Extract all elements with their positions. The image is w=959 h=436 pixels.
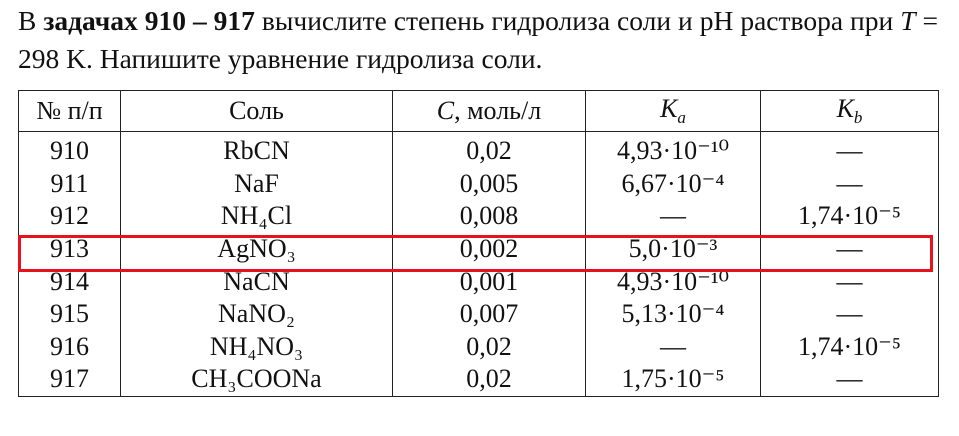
table-cell: 914 (18, 265, 121, 298)
table-cell: 6,67·10⁻⁴ (585, 167, 761, 201)
header-cell: № п/п (18, 90, 121, 132)
header-symbol: K (660, 93, 678, 123)
table-row: 914 NaCN 0,001 4,93·10⁻¹⁰ — (18, 265, 939, 298)
table-cell: 1,74·10⁻⁵ (760, 330, 939, 364)
table-cell: 0,001 (392, 265, 586, 298)
table-cell: NaNO₂ (120, 297, 393, 331)
table-row: 911 NaF 0,005 6,67·10⁻⁴ — (18, 167, 939, 201)
subscript-text: b (853, 108, 863, 128)
table-cell: 5,13·10⁻⁴ (585, 297, 761, 331)
table-cell: 0,005 (392, 167, 586, 201)
table-cell: AgNO₃ (120, 232, 393, 266)
table-cell: RbCN (120, 131, 393, 168)
table-cell: — (760, 363, 939, 397)
table-cell: 0,02 (392, 330, 586, 364)
table-cell: 917 (18, 363, 121, 397)
table-cell: 912 (18, 200, 121, 233)
table-cell: NH₄NO₃ (120, 330, 393, 364)
table-cell: NaF (120, 167, 393, 201)
table-cell: 1,74·10⁻⁵ (760, 200, 939, 233)
table-cell: NaCN (120, 265, 393, 298)
header-symbol: C (436, 96, 455, 125)
header-cell: Соль (120, 90, 393, 132)
table-cell: 0,008 (392, 200, 586, 233)
table-cell: 4,93·10⁻¹⁰ (585, 265, 761, 298)
table-body: 910 RbCN 0,02 4,93·10⁻¹⁰ —911 NaF 0,005 6,67·10… (18, 131, 939, 397)
text: вычислите степень гидролиза соли и pH ра… (254, 5, 901, 36)
header-cell: Kb (760, 90, 939, 132)
header-cell: Ka (585, 90, 761, 132)
table-cell: CH₃COONa (120, 363, 393, 397)
text: = 298 K. Напишите уравнение гидролиза со… (18, 5, 938, 74)
table-cell: 0,002 (392, 232, 586, 266)
table-cell: — (760, 232, 939, 266)
table-cell: — (760, 265, 939, 298)
table-row: 912 NH₄Cl 0,008—1,74·10⁻⁵ (18, 200, 939, 233)
table-cell: — (585, 200, 761, 233)
table-row: 916 NH₄NO₃ 0,02—1,74·10⁻⁵ (18, 330, 939, 364)
table-cell: 910 (18, 131, 121, 168)
header-text: , моль/л (454, 96, 542, 125)
table-cell: 911 (18, 167, 121, 201)
header-symbol: K (836, 93, 854, 123)
table-cell: 0,007 (392, 297, 586, 331)
table-cell: — (760, 297, 939, 331)
table-cell: NH₄Cl (120, 200, 393, 233)
intro-paragraph: В задачах 910 – 917 вычислите степень ги… (18, 2, 938, 78)
table-row: 917 CH₃COONa 0,02 1,75·10⁻⁵ — (18, 363, 939, 397)
table-row: 910 RbCN 0,02 4,93·10⁻¹⁰ — (18, 131, 939, 168)
table-cell: 913 (18, 232, 121, 266)
table-cell: — (760, 131, 939, 168)
table-cell: 0,02 (392, 131, 586, 168)
table-cell: 916 (18, 330, 121, 364)
italic-text: T (900, 5, 916, 36)
text: В (18, 5, 44, 36)
table-row: 913 AgNO₃ 0,002 5,0·10⁻³ — (18, 232, 939, 266)
header-subscript: b (854, 108, 863, 127)
bold-text: задачах 910 – 917 (43, 5, 255, 36)
table-row: 915 NaNO₂ 0,007 5,13·10⁻⁴ — (18, 297, 939, 331)
table: № п/п Соль C, моль/л Ka Kb 910 RbCN 0,02 4,93·1… (18, 90, 939, 397)
header-cell: C, моль/л (392, 90, 586, 132)
subscript-text: a (677, 108, 686, 128)
table-cell: 5,0·10⁻³ (585, 232, 761, 266)
table-cell: 0,02 (392, 363, 586, 397)
table-cell: 1,75·10⁻⁵ (585, 363, 761, 397)
table-cell: 915 (18, 297, 121, 331)
table-cell: — (760, 167, 939, 201)
header-subscript: a (677, 108, 686, 127)
table-cell: 4,93·10⁻¹⁰ (585, 131, 761, 168)
table-cell: — (585, 330, 761, 364)
header-row: № п/п Соль C, моль/л Ka Kb (18, 90, 939, 132)
